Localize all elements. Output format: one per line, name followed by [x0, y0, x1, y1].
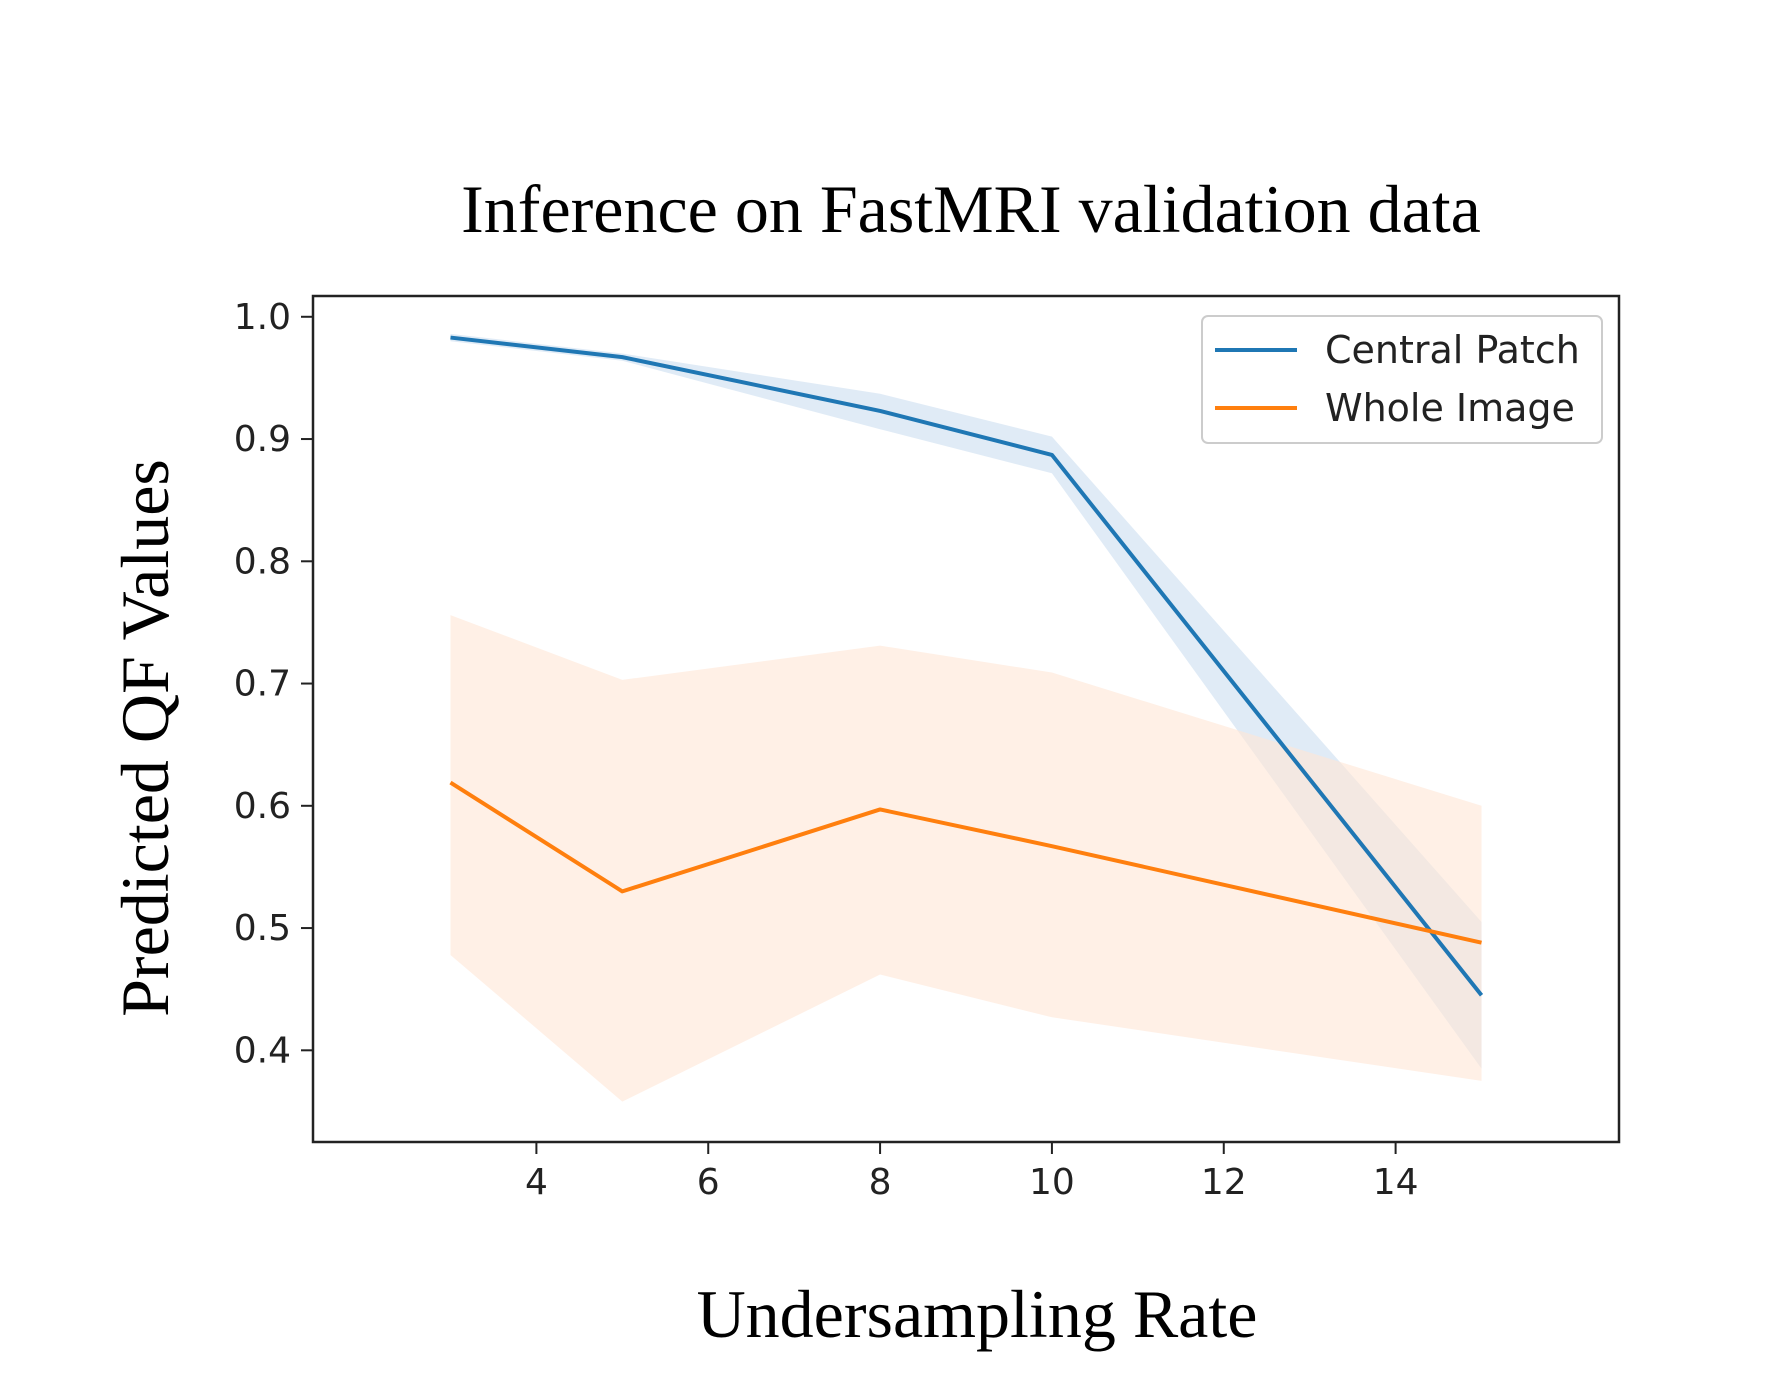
y-axis-label: Predicted QF Values	[107, 459, 183, 1017]
x-tick-label: 4	[525, 1162, 548, 1203]
y-tick-label: 0.4	[234, 1030, 291, 1071]
legend-label-whole-image: Whole Image	[1325, 386, 1575, 430]
whole-image-line	[449, 780, 1482, 945]
y-tick-label: 0.6	[234, 786, 291, 827]
y-tick-label: 0.7	[234, 664, 291, 705]
x-axis-label: Undersampling Rate	[697, 1276, 1258, 1352]
legend-label-central-patch: Central Patch	[1325, 328, 1580, 372]
x-tick-label: 8	[869, 1162, 892, 1203]
central-patch-confidence-band	[450, 333, 1482, 1069]
x-tick-label: 10	[1029, 1162, 1075, 1203]
plot-frame	[311, 294, 1621, 1144]
x-axis-ticks: 4 6 8 10 12 14	[525, 1142, 1419, 1203]
y-tick-label: 0.8	[234, 541, 291, 582]
x-tick-label: 6	[697, 1162, 720, 1203]
legend: Central Patch Whole Image	[1201, 315, 1603, 444]
confidence-bands	[450, 333, 1482, 1102]
legend-box	[1201, 315, 1603, 444]
y-axis-ticks: 0.4 0.5 0.6 0.7 0.8 0.9 1.0	[234, 297, 313, 1071]
x-tick-label: 14	[1373, 1162, 1419, 1203]
central-patch-line	[450, 335, 1484, 997]
y-tick-label: 0.5	[234, 908, 291, 949]
chart-title: Inference on FastMRI validation data	[461, 171, 1481, 247]
y-tick-label: 0.9	[234, 419, 291, 460]
y-tick-label: 1.0	[234, 297, 291, 338]
whole-image-confidence-band	[450, 615, 1482, 1102]
x-tick-label: 12	[1201, 1162, 1247, 1203]
series-lines	[449, 335, 1484, 997]
